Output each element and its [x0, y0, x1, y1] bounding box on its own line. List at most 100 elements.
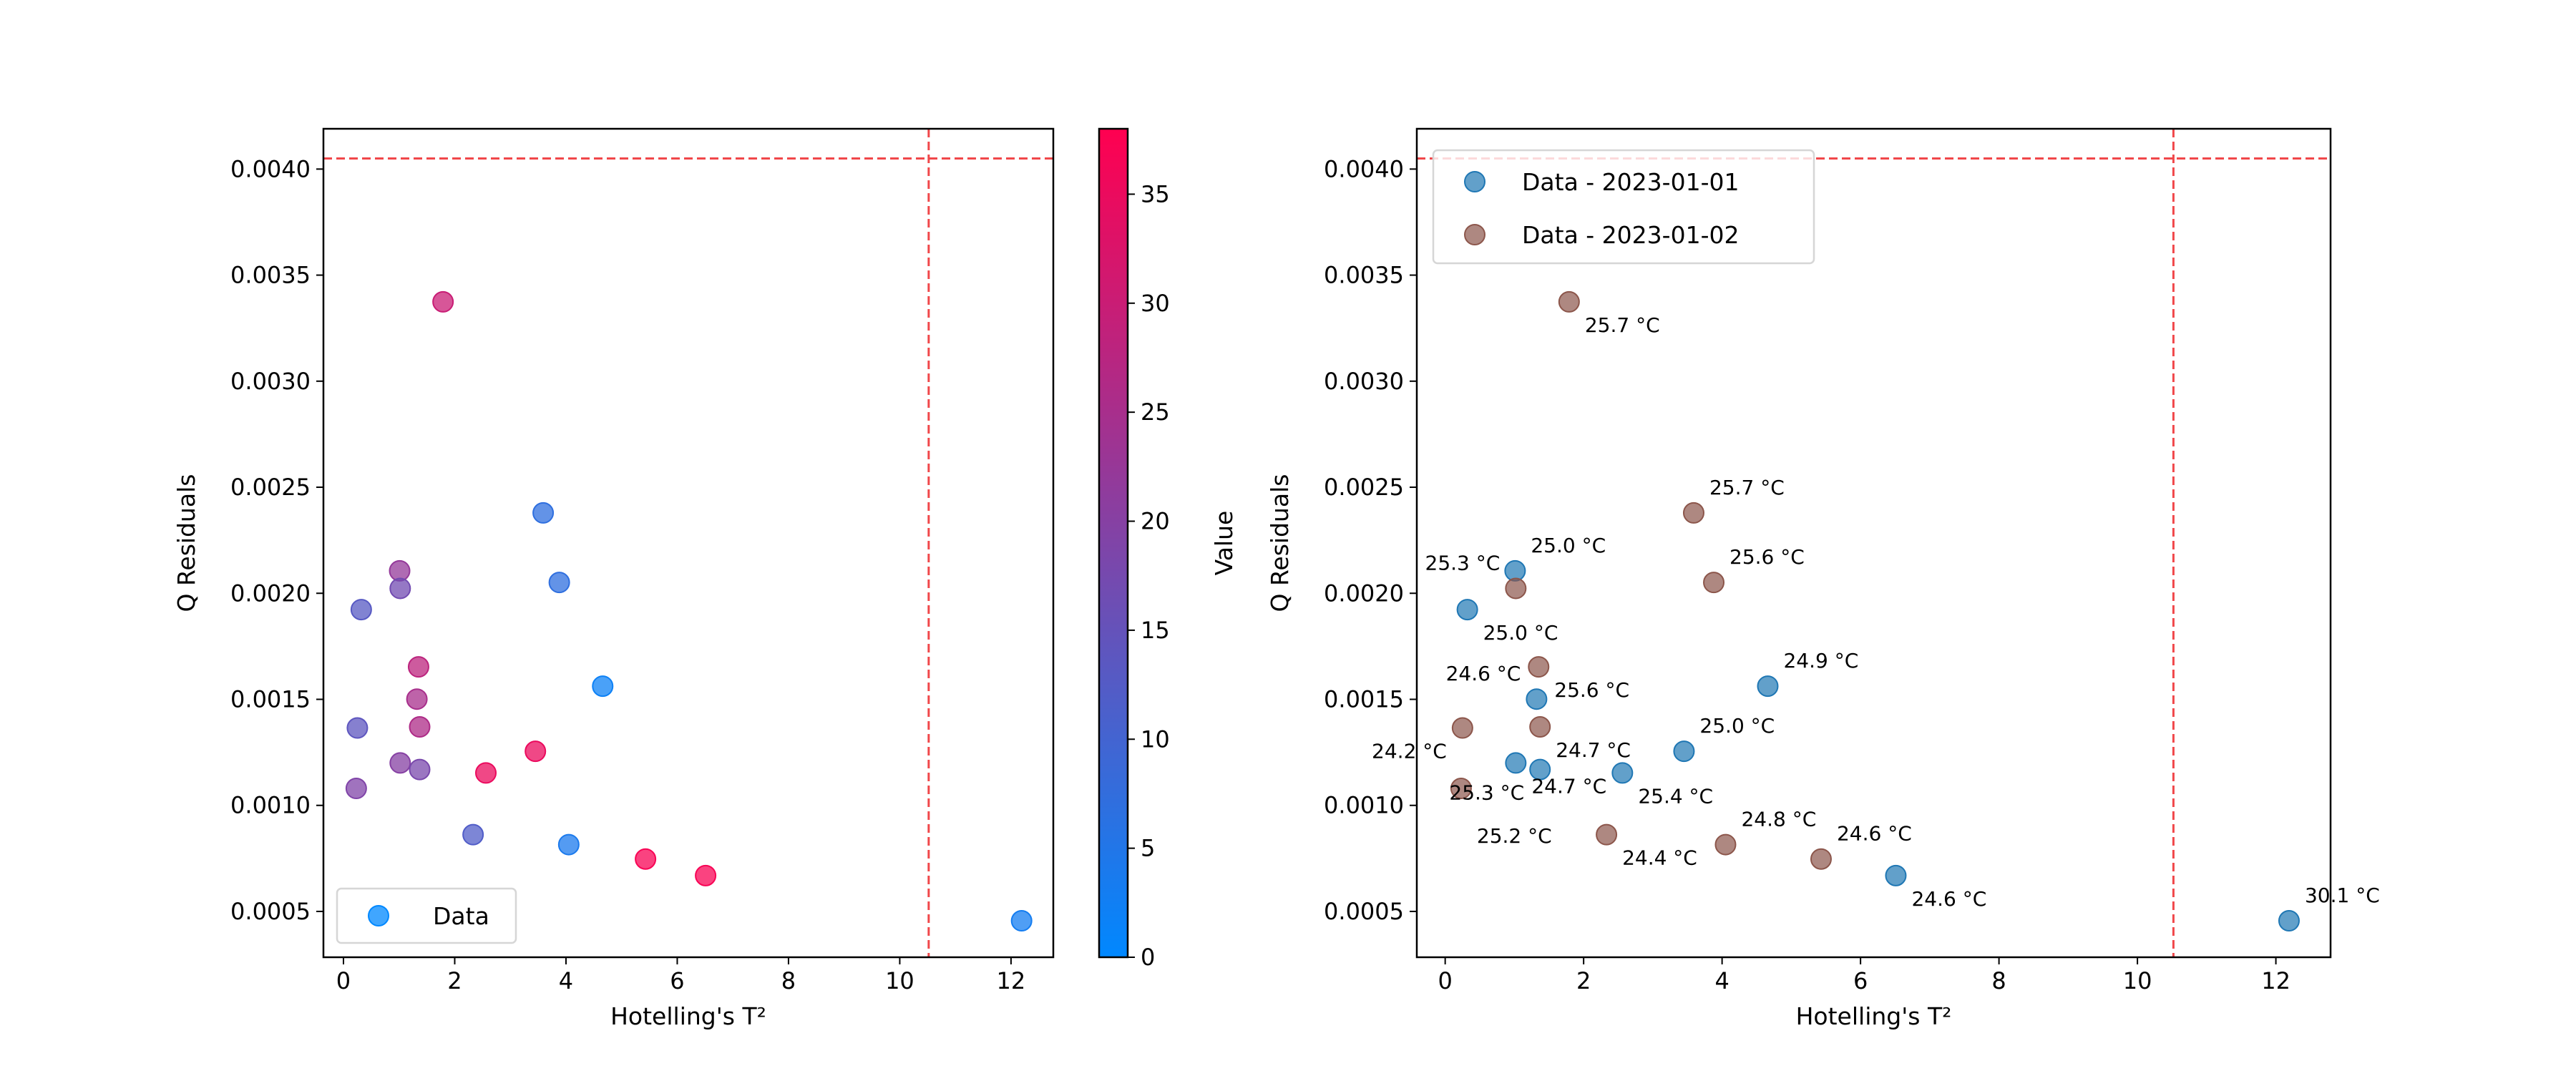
legend: Data	[336, 887, 517, 944]
data-point	[389, 577, 411, 600]
x-tick-label: 0	[336, 967, 351, 994]
data-point	[1456, 599, 1478, 621]
point-annotation: 25.7 °C	[1709, 476, 1785, 499]
right-scatter-plot: 0 2 4 6 8 10 12 0.0005 0.0010 0.0015 0.0020 0.0025 0…	[1266, 127, 2380, 1030]
legend-label: Data - 2023-01-01	[1522, 168, 1739, 196]
data-point	[695, 864, 717, 886]
data-point	[1529, 716, 1551, 738]
axes-frame	[1415, 127, 2332, 959]
colorbar-tick-label: 0	[1141, 944, 1155, 971]
y-tick-label: 0.0020	[1324, 579, 1404, 607]
y-tick-label: 0.0030	[1324, 368, 1404, 395]
x-tick-label: 2	[447, 967, 462, 994]
data-point	[635, 848, 657, 870]
y-axis-label: Q Residuals	[172, 474, 200, 612]
point-annotation: 25.2 °C	[1477, 824, 1552, 848]
point-annotation: 24.4 °C	[1622, 846, 1697, 870]
x-tick-label: 10	[885, 967, 914, 994]
point-annotation: 25.0 °C	[1531, 534, 1606, 557]
left-scatter-plot: 0 2 4 6 8 10 12 0.0005 0.0010 0.0015 0.0020 0.0025 0…	[172, 127, 1055, 1030]
data-point	[409, 716, 431, 738]
legend-label: Data - 2023-01-02	[1522, 221, 1739, 249]
data-point	[1682, 502, 1704, 524]
data-point	[1450, 778, 1472, 800]
point-annotation: 25.6 °C	[1729, 545, 1805, 569]
data-point	[1673, 740, 1695, 763]
legend-box	[336, 887, 517, 944]
x-tick-label: 12	[2261, 967, 2290, 994]
data-point	[2278, 910, 2300, 932]
data-point	[462, 823, 484, 846]
colorbar-tick-label: 10	[1141, 725, 1170, 753]
x-tick-label: 4	[1714, 967, 1729, 994]
x-axis-label: Hotelling's T²	[610, 1002, 766, 1030]
y-tick-label: 0.0025	[1324, 474, 1404, 501]
data-point	[1528, 656, 1550, 678]
point-annotation: 25.0 °C	[1699, 714, 1775, 738]
data-point	[557, 833, 580, 856]
data-point	[1714, 833, 1737, 856]
legend-label: Data	[433, 902, 489, 930]
x-axis-label: Hotelling's T²	[1796, 1002, 1952, 1030]
x-tick-label: 2	[1576, 967, 1591, 994]
data-point	[525, 740, 547, 763]
point-annotation: 24.8 °C	[1741, 808, 1816, 831]
colorbar: 0 5 10 15 20 25 30 35 Value	[1098, 127, 1238, 971]
y-tick-label: 0.0040	[230, 155, 311, 182]
x-tick-label: 0	[1438, 967, 1452, 994]
data-point	[1505, 752, 1527, 774]
legend: Data - 2023-01-01 Data - 2023-01-02	[1432, 149, 1815, 265]
data-point	[1010, 910, 1033, 932]
data-point	[1885, 864, 1907, 886]
legend-marker	[368, 905, 389, 926]
y-tick-label: 0.0015	[1324, 685, 1404, 713]
x-tick-label: 8	[1991, 967, 2006, 994]
data-point	[1596, 823, 1618, 846]
point-annotation: 24.6 °C	[1446, 662, 1521, 685]
x-tick-label: 8	[781, 967, 796, 994]
point-annotation: 25.7 °C	[1585, 313, 1660, 337]
data-point	[1558, 290, 1580, 313]
data-point	[548, 572, 570, 594]
colorbar-tick-label: 35	[1141, 180, 1170, 207]
legend-box	[1432, 149, 1815, 265]
y-tick-label: 0.0010	[1324, 792, 1404, 819]
colorbar-tick-label: 25	[1141, 398, 1170, 426]
point-annotation: 25.6 °C	[1554, 678, 1629, 702]
colorbar-tick-label: 30	[1141, 290, 1170, 317]
y-tick-label: 0.0005	[230, 898, 311, 925]
y-tick-label: 0.0020	[230, 579, 311, 607]
data-point	[1611, 762, 1634, 784]
point-annotation: 24.6 °C	[1837, 822, 1912, 846]
x-tick-label: 6	[670, 967, 684, 994]
legend-marker	[1464, 224, 1485, 245]
data-point	[475, 762, 497, 784]
point-annotation: 24.7 °C	[1556, 738, 1631, 762]
data-point	[1451, 717, 1473, 739]
data-point	[406, 688, 428, 710]
x-tick-label: 4	[559, 967, 573, 994]
point-annotation: 25.0 °C	[1483, 621, 1558, 645]
y-tick-label: 0.0010	[230, 792, 311, 819]
point-annotation: 24.6 °C	[1911, 887, 1986, 911]
x-tick-label: 12	[997, 967, 1026, 994]
y-axis-label: Q Residuals	[1266, 474, 1294, 612]
point-annotation: 24.9 °C	[1783, 649, 1858, 672]
colorbar-tick-label: 20	[1141, 508, 1170, 535]
data-point	[350, 599, 372, 621]
colorbar-tick-label: 5	[1141, 835, 1155, 862]
data-point	[432, 290, 454, 313]
x-tick-label: 10	[2123, 967, 2152, 994]
y-tick-label: 0.0015	[230, 685, 311, 713]
data-point	[1526, 688, 1548, 710]
data-point	[389, 752, 411, 774]
y-tick-label: 0.0035	[1324, 262, 1404, 289]
point-annotation: 25.3 °C	[1425, 551, 1501, 574]
data-point	[1757, 675, 1779, 698]
point-annotation: 25.4 °C	[1638, 784, 1713, 808]
data-point	[345, 778, 367, 800]
legend-marker	[1464, 171, 1485, 192]
x-tick-label: 6	[1853, 967, 1868, 994]
data-point	[346, 717, 369, 739]
